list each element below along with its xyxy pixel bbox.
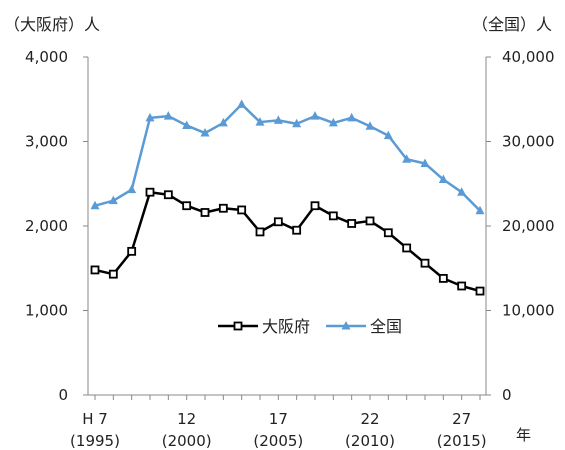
data-point [475, 205, 485, 215]
right-tick-label: 30,000 [502, 133, 555, 151]
data-point [438, 273, 448, 283]
legend: 大阪府 全国 [218, 317, 402, 336]
x-tick-label-year: (1995) [70, 432, 120, 450]
x-tick-label-era: 27 [452, 410, 471, 428]
data-point [457, 187, 467, 196]
x-tick-label-year: (2000) [162, 432, 212, 450]
data-point [273, 217, 283, 227]
data-point [127, 246, 137, 256]
legend-marker-national [341, 321, 351, 330]
right-tick-label: 10,000 [502, 302, 555, 320]
data-point [438, 174, 448, 184]
legend-marker-osaka [233, 321, 243, 331]
legend-label-osaka: 大阪府 [262, 317, 310, 336]
data-point [402, 154, 412, 163]
left-axis-unit-label: （大阪府）人 [4, 15, 100, 34]
data-point [218, 117, 228, 127]
data-point [292, 118, 302, 128]
axis-ticks: 0 0 1,000 10,000 2,000 20,000 3,000 30,000 4,000… [25, 48, 554, 450]
data-point [145, 112, 155, 122]
data-point [218, 203, 228, 213]
data-point [292, 225, 302, 235]
data-point [182, 120, 192, 129]
x-tick-label-era: 17 [269, 410, 288, 428]
left-tick-label: 4,000 [25, 48, 68, 66]
right-axis-unit-label: （全国）人 [472, 15, 552, 34]
data-point [347, 219, 357, 228]
data-point [163, 190, 173, 200]
x-axis-unit-label: 年 [516, 426, 531, 444]
series-layer [90, 99, 485, 296]
data-point [402, 243, 412, 253]
left-tick-label: 3,000 [25, 133, 68, 151]
data-point [475, 286, 485, 296]
data-point [347, 112, 357, 122]
data-point [255, 227, 265, 237]
data-point [145, 187, 155, 197]
left-tick-label: 0 [58, 386, 68, 404]
data-point [273, 115, 283, 124]
data-point [200, 208, 210, 217]
x-tick-label-era: 12 [177, 410, 196, 428]
data-point [200, 128, 210, 137]
data-point [310, 111, 320, 120]
x-tick-label-era: H 7 [82, 410, 108, 428]
x-tick-label-era: 22 [360, 410, 379, 428]
data-point [90, 200, 100, 210]
data-point [182, 201, 192, 211]
right-tick-label: 20,000 [502, 217, 555, 235]
data-point [328, 211, 338, 221]
legend-label-national: 全国 [370, 317, 402, 336]
left-tick-label: 2,000 [25, 217, 68, 235]
data-point [365, 216, 375, 226]
series-national [90, 99, 485, 215]
x-tick-label-year: (2005) [253, 432, 303, 450]
data-point [237, 99, 247, 108]
series-line [94, 103, 481, 212]
data-point [108, 195, 118, 205]
x-tick-label-year: (2015) [437, 432, 487, 450]
right-tick-label: 40,000 [502, 48, 555, 66]
data-point [328, 117, 338, 127]
left-tick-label: 1,000 [25, 302, 68, 320]
data-point [108, 269, 118, 279]
data-point [383, 130, 393, 140]
data-point [310, 201, 320, 211]
series-line [94, 190, 481, 293]
data-point [127, 184, 137, 194]
series-osaka [90, 187, 485, 296]
data-point [420, 258, 430, 268]
data-point [163, 111, 173, 120]
right-tick-label: 0 [502, 386, 512, 404]
data-point [255, 117, 265, 126]
data-point [365, 121, 375, 130]
data-point [420, 158, 430, 167]
data-point [237, 205, 247, 215]
x-tick-label-year: (2010) [345, 432, 395, 450]
data-point [457, 281, 467, 291]
data-point [383, 228, 393, 238]
data-point [90, 265, 100, 275]
